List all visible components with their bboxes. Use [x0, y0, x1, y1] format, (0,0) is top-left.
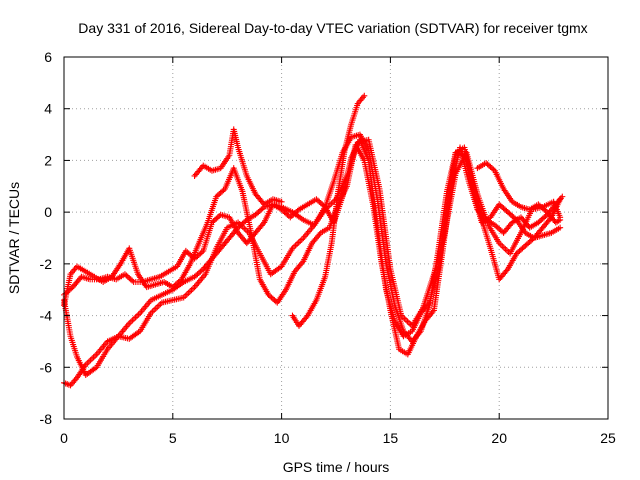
- plot-frame: [63, 56, 609, 420]
- grid-layer: [64, 57, 608, 419]
- y-tick-label: 0: [44, 204, 52, 220]
- data-layer: [61, 92, 566, 389]
- y-tick-label: 2: [44, 152, 52, 168]
- series-track-5: [191, 126, 285, 208]
- series-track-7: [474, 160, 564, 226]
- x-tick-label: 5: [169, 430, 177, 446]
- y-tick-label: -2: [40, 256, 53, 272]
- x-tick-label: 0: [60, 430, 68, 446]
- x-axis-label: GPS time / hours: [283, 459, 390, 475]
- y-tick-label: -6: [40, 359, 53, 375]
- series-track-4: [61, 136, 564, 379]
- data-point: [557, 216, 564, 223]
- y-tick-label: 6: [44, 49, 52, 65]
- chart-title: Day 331 of 2016, Sidereal Day-to-day VTE…: [78, 20, 587, 36]
- data-point: [557, 224, 564, 231]
- y-tick-label: 4: [44, 101, 52, 117]
- y-tick-label: -4: [40, 308, 53, 324]
- tick-layer: 0 5 10 15 20 25 -8 -6 -4 -2 0 2 4 6: [40, 49, 616, 446]
- data-point: [559, 193, 566, 200]
- x-tick-label: 25: [600, 430, 616, 446]
- x-tick-label: 10: [274, 430, 290, 446]
- series-track-3: [61, 141, 566, 358]
- x-tick-label: 20: [491, 430, 507, 446]
- x-tick-label: 15: [383, 430, 399, 446]
- series-track-6: [289, 92, 368, 329]
- series-track-1: [61, 131, 564, 389]
- y-axis-label: SDTVAR / TECUs: [6, 182, 22, 294]
- data-point: [361, 92, 368, 99]
- data-point: [278, 198, 285, 205]
- y-tick-label: -8: [40, 411, 53, 427]
